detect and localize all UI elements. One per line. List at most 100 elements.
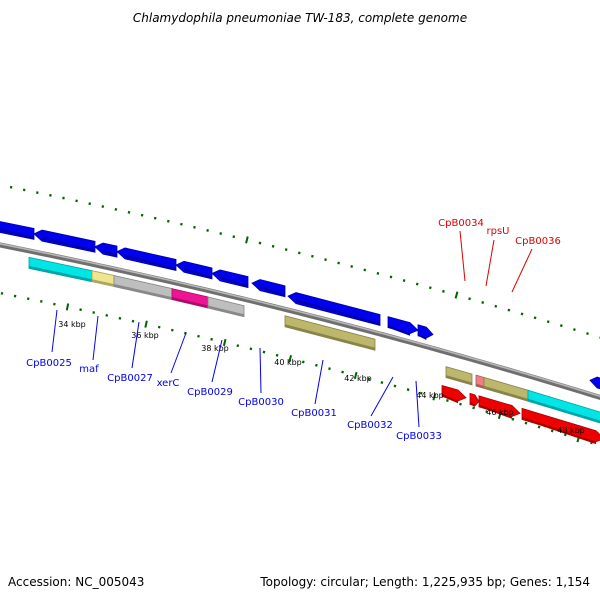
scale-dot bbox=[546, 320, 550, 324]
gene-feature-cyan bbox=[527, 389, 600, 424]
gene-feature-red bbox=[469, 392, 480, 407]
gene-label[interactable]: CpB0034 bbox=[438, 218, 484, 229]
scale-dot bbox=[524, 421, 528, 425]
backbone bbox=[0, 242, 600, 401]
gene-leader-line bbox=[51, 309, 58, 353]
scale-dot bbox=[389, 275, 393, 279]
gene-label[interactable]: rpsU bbox=[487, 226, 510, 237]
scale-dot bbox=[559, 324, 563, 328]
gene-feature-blue bbox=[33, 229, 96, 253]
gene-label[interactable]: CpB0025 bbox=[26, 358, 72, 369]
scale-dot bbox=[563, 433, 567, 437]
scale-dot bbox=[140, 213, 144, 217]
scale-major-tick bbox=[245, 236, 249, 244]
gene-feature-khaki bbox=[445, 366, 473, 386]
scale-dot bbox=[301, 360, 305, 364]
backbone-highlight bbox=[0, 242, 600, 398]
gene-feature-pale bbox=[91, 270, 115, 287]
scale-dot bbox=[572, 328, 576, 332]
scale-dot bbox=[367, 377, 371, 381]
scale-dot bbox=[49, 193, 52, 197]
gene-label[interactable]: CpB0027 bbox=[107, 373, 153, 384]
gene-label[interactable]: CpB0036 bbox=[515, 236, 561, 247]
scale-dot bbox=[315, 363, 318, 367]
gene-label[interactable]: CpB0029 bbox=[187, 387, 233, 398]
scale-major-tick bbox=[454, 291, 459, 299]
scale-major-tick bbox=[144, 320, 148, 328]
gene-label[interactable]: CpB0033 bbox=[396, 431, 442, 442]
scale-dot bbox=[193, 225, 196, 229]
scale-dot bbox=[481, 301, 485, 304]
gene-feature-red bbox=[521, 407, 600, 445]
scale-dot bbox=[236, 344, 240, 348]
gene-feature-khaki bbox=[284, 315, 376, 351]
genome-summary-text: Topology: circular; Length: 1,225,935 bp… bbox=[259, 575, 590, 589]
scale-dot bbox=[249, 347, 253, 351]
gene-leader-line bbox=[370, 376, 394, 417]
gene-feature-blue bbox=[387, 316, 419, 336]
scale-dot bbox=[350, 265, 354, 268]
feature-track bbox=[0, 221, 600, 445]
scale-dot bbox=[511, 417, 515, 421]
scale-dot bbox=[88, 202, 92, 206]
gene-feature-blue bbox=[589, 376, 600, 390]
gene-label[interactable]: xerC bbox=[157, 378, 180, 389]
scale-dot bbox=[363, 268, 367, 272]
gene-leader-line bbox=[211, 339, 223, 383]
gene-feature-blue bbox=[94, 242, 118, 258]
tick-label: 40 kbp bbox=[274, 358, 302, 367]
scale-dot bbox=[533, 316, 537, 320]
scale-dot bbox=[297, 251, 301, 255]
scale-dot bbox=[311, 254, 314, 258]
gene-leader-line bbox=[459, 230, 466, 282]
gene-feature-khaki bbox=[483, 376, 529, 402]
scale-dot bbox=[262, 350, 266, 354]
scale-major-tick bbox=[222, 338, 227, 347]
scale-dot bbox=[206, 228, 209, 232]
gene-label[interactable]: CpB0032 bbox=[347, 420, 393, 431]
scale-dot bbox=[275, 353, 279, 357]
scale-dot bbox=[446, 399, 449, 402]
gene-label[interactable]: CpB0031 bbox=[291, 408, 337, 419]
scale-dots bbox=[0, 185, 600, 445]
scale-dot bbox=[79, 308, 82, 312]
scale-dot bbox=[328, 367, 331, 371]
scale-dot bbox=[114, 207, 118, 211]
gene-leader-line bbox=[314, 359, 324, 405]
scale-dot bbox=[402, 279, 406, 282]
gene-label[interactable]: CpB0030 bbox=[238, 397, 284, 408]
scale-major-tick bbox=[353, 371, 358, 380]
scale-dot bbox=[485, 410, 489, 414]
backbone-line bbox=[0, 242, 600, 401]
scale-dot bbox=[127, 210, 131, 214]
gene-feature-gray bbox=[207, 296, 245, 318]
gene-leader-line bbox=[511, 248, 533, 293]
gene-leader-line bbox=[415, 380, 420, 428]
gene-feature-pink bbox=[475, 374, 485, 389]
scale-dot bbox=[219, 232, 223, 235]
tick-label: 36 kbp bbox=[131, 331, 159, 340]
scale-dot bbox=[586, 332, 589, 336]
scale-dot bbox=[537, 425, 541, 429]
gene-feature-red bbox=[478, 395, 521, 419]
gene-leader-line bbox=[259, 347, 262, 394]
gene-label[interactable]: maf bbox=[79, 364, 99, 375]
scale-dot bbox=[380, 381, 384, 384]
scale-dot bbox=[324, 258, 327, 262]
scale-dot bbox=[337, 261, 340, 265]
scale-tick-labels: 34 kbp 36 kbp 38 kbp 40 kbp 42 kbp 44 kbp 46 k… bbox=[58, 320, 585, 435]
gene-feature-blue bbox=[175, 260, 213, 280]
scale-dot bbox=[210, 337, 213, 341]
scale-dot bbox=[459, 402, 462, 406]
scale-dot bbox=[92, 311, 96, 314]
gene-labels: CpB0025 maf CpB0027 xerC CpB0029 CpB0030 CpB00… bbox=[26, 218, 561, 442]
scale-dot bbox=[118, 316, 122, 320]
tick-label: 44 kbp bbox=[416, 391, 444, 400]
scale-dot bbox=[62, 196, 65, 200]
scale-dot bbox=[157, 325, 161, 329]
scale-major-tick bbox=[65, 303, 70, 311]
gene-leader-line bbox=[485, 239, 495, 287]
scale-dot bbox=[101, 205, 105, 208]
